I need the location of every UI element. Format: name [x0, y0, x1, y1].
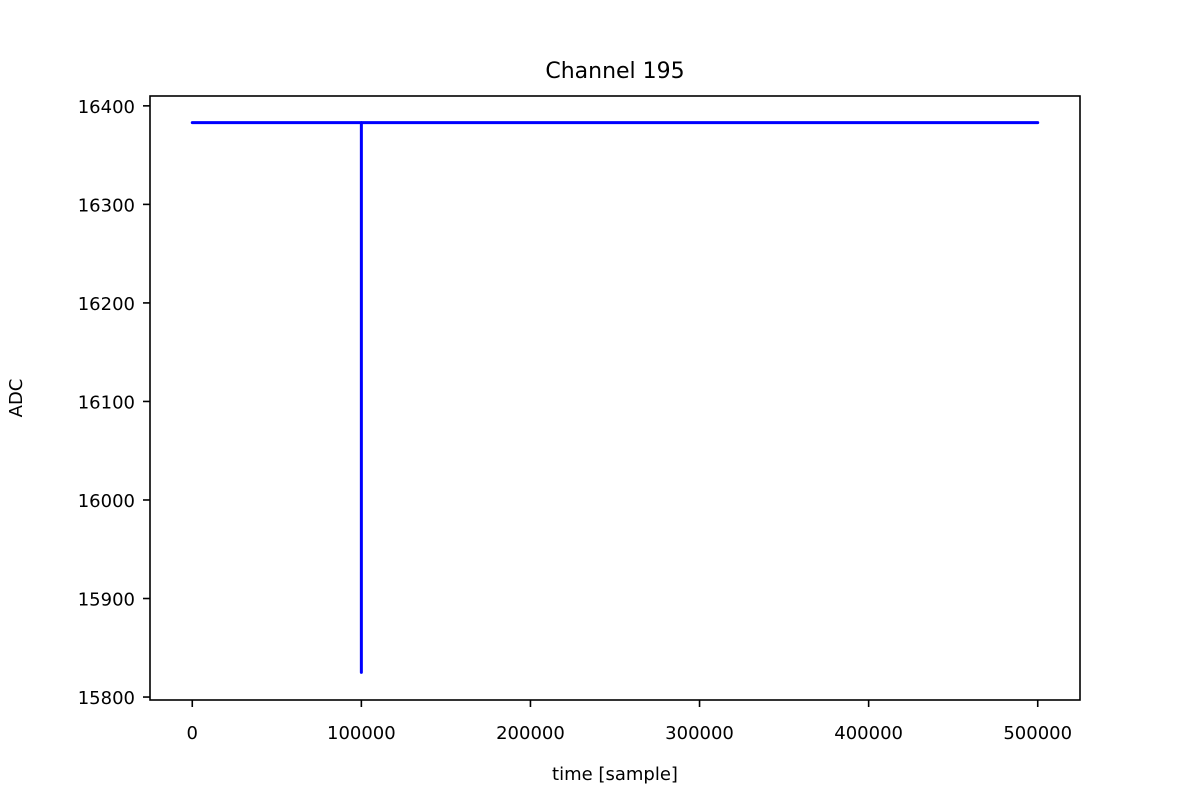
x-tick-label: 200000 [496, 723, 565, 744]
x-tick-label: 100000 [327, 723, 396, 744]
plot-content: 0 100000 200000 300000 400000 500000 15800 1590… [78, 95, 1081, 744]
y-tick-label: 15900 [78, 590, 135, 611]
plot-frame [149, 95, 1081, 701]
y-tick-label: 16400 [78, 97, 135, 118]
chart-title: Channel 195 [545, 59, 684, 84]
y-tick-label: 16200 [78, 294, 135, 315]
x-tick-label: 500000 [1003, 723, 1072, 744]
y-tick-label: 15800 [78, 688, 135, 709]
x-tick-label: 300000 [665, 723, 734, 744]
y-tick-label: 16300 [78, 195, 135, 216]
x-tick-label: 0 [187, 723, 198, 744]
y-axis-label: ADC [6, 379, 27, 418]
x-tick-label: 400000 [834, 723, 903, 744]
series-line-0 [190, 121, 1040, 674]
x-axis-label: time [sample] [552, 764, 678, 785]
y-tick-label: 16100 [78, 392, 135, 413]
y-tick-label: 16000 [78, 491, 135, 512]
